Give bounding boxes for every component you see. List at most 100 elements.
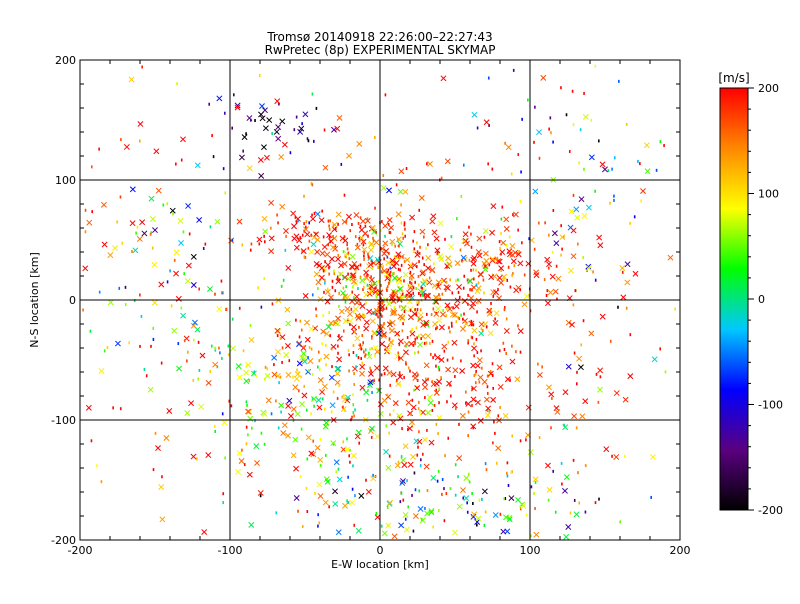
data-point-cross [345,306,350,311]
data-point-dot [281,361,283,364]
data-point-cross [244,379,249,384]
data-point-dot [371,347,373,350]
data-point-dot [408,392,410,395]
data-point-dot [485,462,487,465]
data-point-dot [232,239,234,242]
data-point-cross [305,337,310,342]
data-point-cross [382,251,387,256]
data-point-cross [414,439,419,444]
data-point-dot [320,438,322,441]
data-point-cross [602,167,607,172]
data-point-cross [334,460,339,465]
colorbar-label: [m/s] [718,71,749,85]
data-point-dot [363,255,365,258]
data-point-cross [340,236,345,241]
data-point-dot [322,397,324,400]
data-point-dot [320,358,322,361]
data-point-cross [236,469,241,474]
data-point-cross [282,423,287,428]
data-point-dot [257,286,259,289]
data-point-dot [328,220,330,223]
data-point-dot [448,326,450,329]
data-point-dot [580,128,582,131]
data-point-dot [90,330,92,333]
data-point-cross [263,126,268,131]
data-point-dot [449,384,451,387]
data-point-dot [280,411,282,414]
data-point-dot [404,235,406,238]
data-point-dot [416,326,418,329]
data-point-cross [396,237,401,242]
data-point-cross [553,289,558,294]
data-point-dot [308,369,310,372]
data-point-cross [620,265,625,270]
data-point-cross [305,369,310,374]
data-point-cross [511,259,516,264]
data-point-dot [475,269,477,272]
data-point-cross [493,290,498,295]
data-point-dot [539,436,541,439]
data-point-cross [545,301,550,306]
data-point-dot [611,455,613,458]
data-point-cross [489,230,494,235]
data-point-cross [302,393,307,398]
data-point-cross [360,385,365,390]
data-point-dot [443,487,445,490]
data-point-dot [433,262,435,265]
data-point-cross [430,219,435,224]
data-point-cross [478,418,483,423]
data-point-dot [501,218,503,221]
data-point-cross [434,236,439,241]
data-point-cross [337,115,342,120]
data-point-dot [463,164,465,167]
data-point-dot [437,283,439,286]
data-point-dot [418,260,420,263]
data-point-cross [239,155,244,160]
data-point-cross [437,318,442,323]
data-point-cross [510,243,515,248]
data-point-dot [211,345,213,348]
data-point-dot [504,142,506,145]
data-point-dot [396,183,398,186]
data-point-cross [282,142,287,147]
data-point-dot [503,497,505,500]
data-point-dot [468,226,470,229]
data-point-dot [275,511,277,514]
data-point-dot [362,314,364,317]
data-point-dot [640,199,642,202]
data-point-cross [575,215,580,220]
data-point-cross [479,331,484,336]
data-point-cross [178,240,183,245]
data-point-cross [191,254,196,259]
data-point-cross [614,390,619,395]
data-point-dot [622,271,624,274]
data-point-dot [371,337,373,340]
data-point-dot [444,238,446,241]
data-point-dot [363,258,365,261]
data-point-dot [444,350,446,353]
data-point-dot [468,473,470,476]
data-point-dot [416,265,418,268]
data-point-dot [128,341,130,344]
data-point-cross [468,279,473,284]
data-point-cross [383,223,388,228]
data-point-dot [548,499,550,502]
data-point-dot [590,119,592,122]
data-point-dot [483,292,485,295]
data-point-dot [454,375,456,378]
data-point-dot [511,345,513,348]
data-point-dot [387,394,389,397]
data-point-cross [446,256,451,261]
data-point-dot [371,391,373,394]
data-point-dot [418,401,420,404]
data-point-dot [377,266,379,269]
data-point-cross [130,221,135,226]
data-point-cross [398,189,403,194]
data-point-cross [386,301,391,306]
data-point-dot [446,492,448,495]
data-point-cross [254,444,259,449]
data-point-dot [424,294,426,297]
data-point-cross [305,232,310,237]
data-point-dot [376,292,378,295]
data-point-cross [504,217,509,222]
